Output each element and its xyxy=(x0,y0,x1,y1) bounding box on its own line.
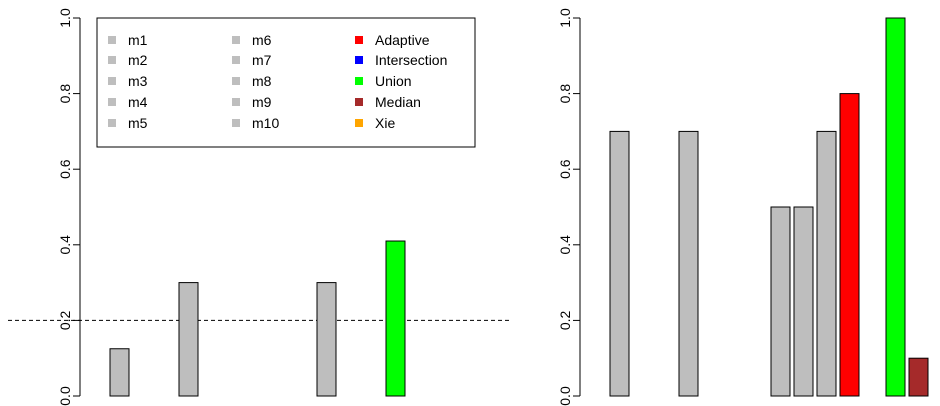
legend-swatch xyxy=(355,119,363,127)
y-tick-label: 0.8 xyxy=(57,84,73,104)
bar-adaptive xyxy=(839,93,860,397)
y-tick-label: 0.6 xyxy=(57,159,73,179)
bar-m8 xyxy=(770,206,791,397)
y-tick-label: 0.0 xyxy=(57,386,73,406)
legend-swatch xyxy=(108,77,116,85)
legend-swatch xyxy=(232,56,240,64)
legend-swatch xyxy=(355,77,363,85)
legend-swatch xyxy=(355,98,363,106)
bar-m9 xyxy=(793,206,814,397)
legend-label: m10 xyxy=(252,115,279,131)
y-tick-label: 0.2 xyxy=(557,310,573,330)
legend-swatch xyxy=(108,119,116,127)
right-panel: 0.0 0.2 0.4 0.6 0.8 1.0 xyxy=(557,8,929,406)
legend-swatch xyxy=(232,36,240,44)
legend-swatch xyxy=(232,119,240,127)
legend-label: m4 xyxy=(128,94,148,110)
legend-label: Union xyxy=(375,73,412,89)
y-tick-label: 0.4 xyxy=(57,235,73,255)
legend-label: Adaptive xyxy=(375,32,430,48)
legend-swatch xyxy=(355,56,363,64)
legend-label: Median xyxy=(375,94,421,110)
y-tick-label: 1.0 xyxy=(57,8,73,28)
bar-union xyxy=(385,240,406,397)
legend-swatch xyxy=(108,36,116,44)
y-tick-label: 0.6 xyxy=(557,159,573,179)
legend-label: m9 xyxy=(252,94,272,110)
bar-m1 xyxy=(609,130,630,397)
legend: m1 m2 m3 m4 m5 m6 m7 m8 m9 m10 Adaptive Intersectio… xyxy=(96,17,476,148)
bar-union xyxy=(885,17,906,397)
bar-m10 xyxy=(316,282,337,397)
legend-box xyxy=(96,17,476,148)
y-tick-label: 0.4 xyxy=(557,235,573,255)
legend-label: m6 xyxy=(252,32,272,48)
legend-label: m2 xyxy=(128,52,148,68)
legend-swatch xyxy=(108,56,116,64)
legend-label: m8 xyxy=(252,73,272,89)
bar-m10 xyxy=(816,130,837,397)
legend-label: m1 xyxy=(128,32,148,48)
y-tick-label: 0.0 xyxy=(557,386,573,406)
legend-swatch xyxy=(355,36,363,44)
legend-label: m7 xyxy=(252,52,272,68)
bar-m1 xyxy=(109,348,130,397)
bar-m4 xyxy=(678,130,699,397)
legend-label: m5 xyxy=(128,115,148,131)
legend-swatch xyxy=(232,77,240,85)
legend-label: m3 xyxy=(128,73,148,89)
legend-swatch xyxy=(108,98,116,106)
y-tick-label: 0.8 xyxy=(557,84,573,104)
legend-swatch xyxy=(232,98,240,106)
y-tick-label: 1.0 xyxy=(557,8,573,28)
legend-label: Xie xyxy=(375,115,395,131)
left-panel: 0.00.20.40.60.81.0m1m2m3m4m5m6m7m8m9m10A… xyxy=(8,8,512,406)
legend-label: Intersection xyxy=(375,52,447,68)
bar-median xyxy=(908,357,929,397)
bar-m4 xyxy=(178,282,199,397)
